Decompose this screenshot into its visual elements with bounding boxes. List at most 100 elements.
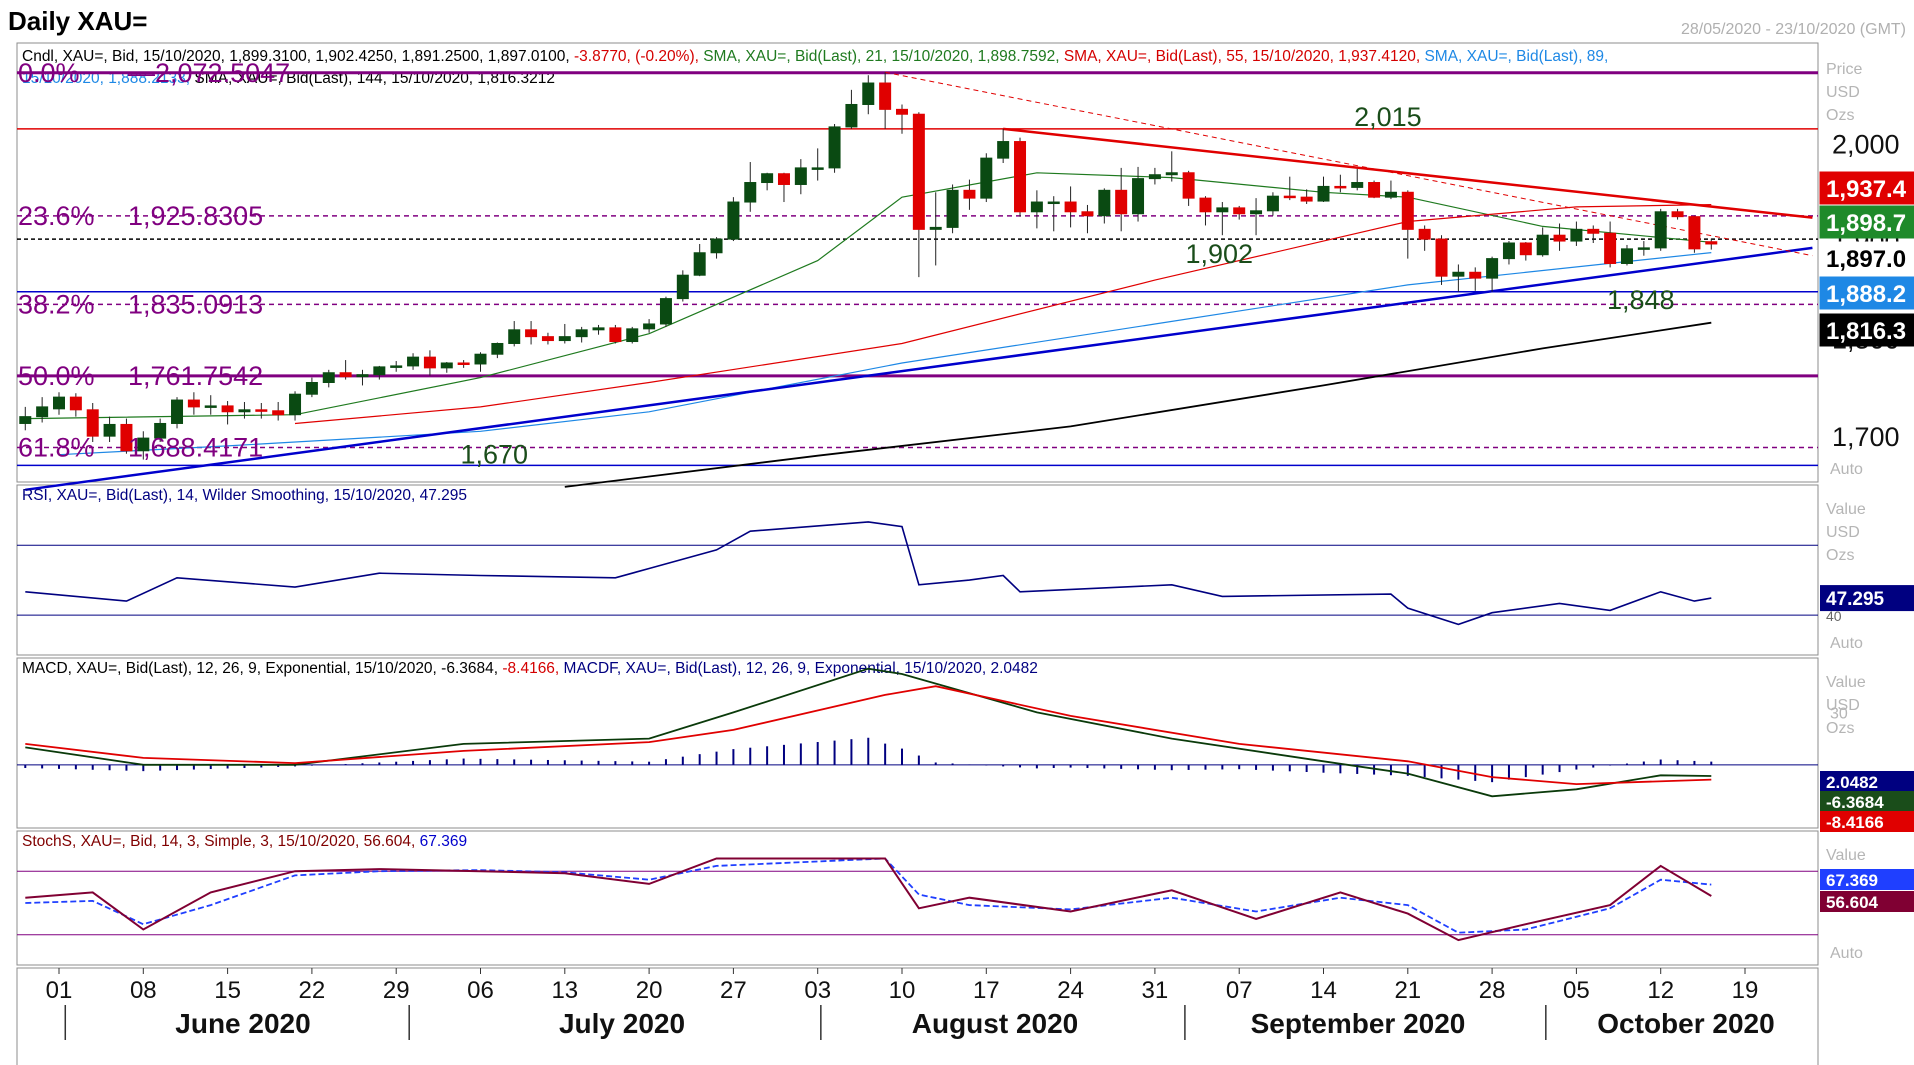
candle xyxy=(1654,208,1667,251)
candle xyxy=(1368,180,1381,199)
candle xyxy=(592,324,605,335)
fib-pct-label: 61.8% xyxy=(18,432,95,462)
macd-tag-bg xyxy=(1820,791,1914,812)
candle xyxy=(491,342,504,359)
candle xyxy=(710,237,723,259)
macd-legend: MACD, XAU=, Bid(Last), 12, 26, 9, Expone… xyxy=(22,660,1038,677)
x-day-label: 05 xyxy=(1563,977,1590,1004)
candle-body xyxy=(457,362,470,365)
x-month-label: August 2020 xyxy=(912,1008,1079,1039)
candle-body xyxy=(1688,216,1701,250)
candle xyxy=(912,112,925,278)
candle-body xyxy=(626,328,639,343)
x-day-label: 07 xyxy=(1226,977,1253,1004)
fib-value-label: 1,688.4171 xyxy=(128,432,263,462)
x-day-label: 17 xyxy=(973,977,1000,1004)
fib-pct-label: 38.2% xyxy=(18,289,95,319)
candle xyxy=(1317,176,1330,203)
level-label: 1,670 xyxy=(461,439,529,469)
x-month-label: October 2020 xyxy=(1597,1008,1774,1039)
chart-title: Daily XAU= xyxy=(8,6,147,36)
price-tag-bg xyxy=(1819,313,1914,347)
x-day-label: 29 xyxy=(383,977,410,1004)
price-tag-text: 1,816.3 xyxy=(1826,318,1906,345)
sma-line-sma-55 xyxy=(294,204,1712,425)
candle xyxy=(1216,202,1229,236)
candle-body xyxy=(1570,228,1583,242)
candle xyxy=(1384,180,1397,200)
candle-body xyxy=(1148,174,1161,180)
candle xyxy=(423,350,436,376)
candle-body xyxy=(929,226,942,230)
candle-body xyxy=(1620,248,1633,264)
candle-body xyxy=(811,167,824,170)
candle-body xyxy=(1401,191,1414,230)
candle-body xyxy=(1452,271,1465,277)
x-day-label: 01 xyxy=(46,977,73,1004)
x-day-label: 12 xyxy=(1647,977,1674,1004)
price-tick-label: 2,000 xyxy=(1832,130,1900,160)
price-tag-text: 1,888.2 xyxy=(1826,281,1906,308)
price-tag: 1,816.3 xyxy=(1819,313,1914,347)
candle-body xyxy=(221,405,234,413)
price-tag: 1,898.7 xyxy=(1819,205,1914,239)
candle-body xyxy=(1705,241,1718,245)
fib-pct-label: 50.0% xyxy=(18,361,95,391)
candle xyxy=(305,377,318,398)
candle xyxy=(997,128,1010,164)
candle-body xyxy=(1283,195,1296,199)
candle-body xyxy=(1014,141,1027,213)
candle xyxy=(19,406,32,431)
candle xyxy=(103,416,116,443)
candle-body xyxy=(980,157,993,199)
price-tag-text: 1,897.0 xyxy=(1826,246,1906,273)
fib-value-label: 1,761.7542 xyxy=(128,361,263,391)
candle-body xyxy=(255,409,268,412)
candle xyxy=(1401,190,1414,259)
candle xyxy=(407,353,420,370)
candle-body xyxy=(727,201,740,240)
candle-body xyxy=(1132,178,1145,215)
price-tag-text: 1,937.4 xyxy=(1826,176,1907,203)
candle xyxy=(1570,221,1583,246)
candle-body xyxy=(204,405,217,408)
candle xyxy=(744,162,757,212)
axis-unit-label: USD xyxy=(1826,524,1860,541)
x-day-label: 08 xyxy=(130,977,157,1004)
candle xyxy=(541,332,554,345)
candle-body xyxy=(946,189,959,228)
candle xyxy=(1081,204,1094,234)
candle xyxy=(1604,221,1617,268)
x-day-label: 22 xyxy=(299,977,326,1004)
candle xyxy=(1334,174,1347,193)
trendline-support xyxy=(25,246,1813,492)
candle-body xyxy=(1047,201,1060,205)
candle-body xyxy=(592,327,605,331)
candle-body xyxy=(1384,191,1397,198)
axis-unit-label: Price xyxy=(1826,61,1863,78)
x-day-label: 13 xyxy=(551,977,578,1004)
candle-body xyxy=(1435,238,1448,277)
candle xyxy=(1536,227,1549,257)
x-day-label: 03 xyxy=(804,977,831,1004)
candle-body xyxy=(997,141,1010,159)
candle-body xyxy=(339,372,352,378)
candle-body xyxy=(69,396,82,411)
macd-tag-bg xyxy=(1820,771,1914,792)
candle-body xyxy=(659,298,672,325)
candle-body xyxy=(744,182,757,203)
trendline-resistance xyxy=(1003,127,1813,219)
axis-unit-label: Ozs xyxy=(1826,107,1854,124)
candle-body xyxy=(19,416,32,424)
axis-unit-label: USD xyxy=(1826,697,1860,714)
candle xyxy=(1351,168,1364,191)
candle-body xyxy=(1199,197,1212,213)
candle xyxy=(1519,242,1532,261)
candle xyxy=(525,321,538,345)
price-tag-bg xyxy=(1819,241,1914,275)
rsi-panel: RSI, XAU=, Bid(Last), 14, Wilder Smoothi… xyxy=(17,487,1914,652)
candle xyxy=(676,270,689,302)
candle xyxy=(693,243,706,277)
candle-body xyxy=(137,437,150,452)
stoch-d-line xyxy=(25,857,1712,934)
